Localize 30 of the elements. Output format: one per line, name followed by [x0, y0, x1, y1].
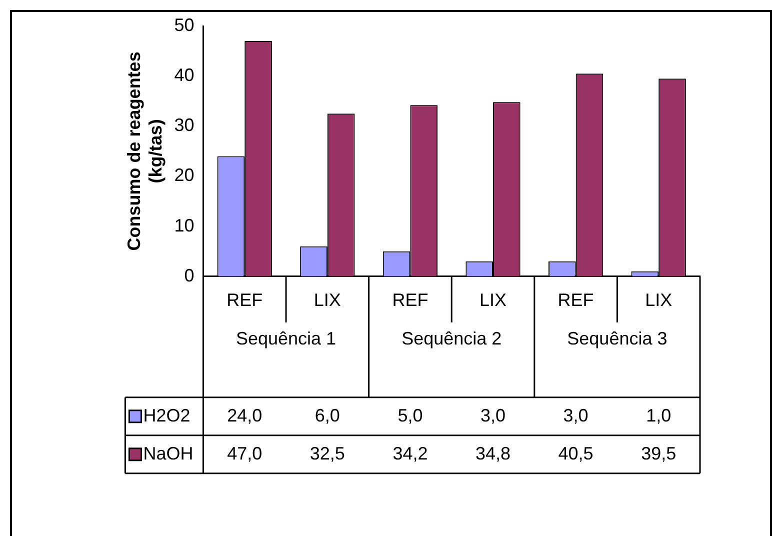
x-tick-label: LIX [645, 290, 672, 310]
x-tick-label: LIX [479, 290, 507, 310]
y-tick-label: 30 [174, 115, 194, 136]
data-label: 3,0 [480, 405, 506, 426]
x-tick-label: LIX [314, 290, 341, 310]
data-label: 39,5 [641, 443, 676, 464]
text: Sequência 2 [402, 328, 502, 348]
y-tick-label: 0 [184, 265, 194, 286]
x-tick-label: REF [558, 290, 594, 310]
x-tick-label: REF [226, 290, 263, 310]
y-tick-label: 40 [174, 65, 194, 86]
y-tick-label: 50 [174, 14, 194, 35]
data-label: 24,0 [227, 405, 262, 426]
data-label: 32,5 [310, 443, 345, 464]
data-label: 5,0 [398, 405, 423, 426]
data-label: 1,0 [646, 405, 672, 426]
data-label: 6,0 [314, 405, 340, 426]
y-tick-label: 10 [174, 215, 194, 236]
data-label: 47,0 [227, 443, 262, 464]
data-label: 40,5 [558, 443, 594, 464]
data-label: 3,0 [563, 405, 588, 426]
legend-label: H2O2 [143, 405, 190, 426]
text: Sequência 1 [236, 328, 336, 348]
y-tick-label: 20 [174, 165, 194, 186]
data-label: 34,2 [392, 443, 428, 464]
text: Sequência 3 [567, 328, 668, 348]
data-label: 34,8 [475, 443, 511, 464]
legend-label: NaOH [143, 443, 194, 464]
x-tick-label: REF [392, 290, 428, 310]
y-axis-title: Consumo de reagentes (kg/tas) [124, 52, 166, 251]
